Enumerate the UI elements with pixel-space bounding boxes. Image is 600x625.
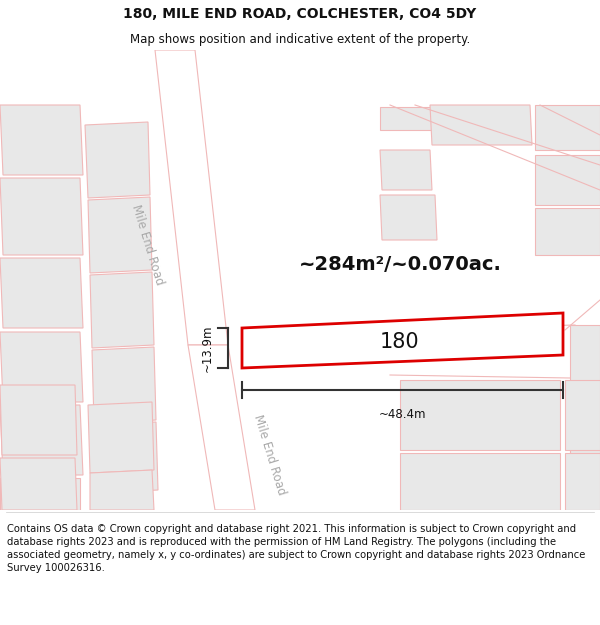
Polygon shape: [0, 385, 77, 455]
Polygon shape: [570, 393, 600, 465]
Polygon shape: [0, 258, 83, 328]
Polygon shape: [400, 453, 560, 510]
Text: ~284m²/~0.070ac.: ~284m²/~0.070ac.: [299, 256, 502, 274]
Polygon shape: [242, 313, 563, 368]
Polygon shape: [535, 105, 600, 150]
Polygon shape: [535, 155, 600, 205]
Polygon shape: [380, 150, 432, 190]
Polygon shape: [88, 402, 154, 473]
Polygon shape: [400, 380, 560, 450]
Text: 180: 180: [380, 332, 420, 352]
Polygon shape: [90, 272, 154, 348]
Polygon shape: [0, 178, 83, 255]
Polygon shape: [88, 197, 152, 273]
Polygon shape: [535, 208, 600, 255]
Text: ~13.9m: ~13.9m: [201, 324, 214, 372]
Polygon shape: [0, 458, 77, 510]
Polygon shape: [570, 325, 600, 390]
Polygon shape: [565, 380, 600, 450]
Polygon shape: [188, 345, 255, 510]
Polygon shape: [565, 453, 600, 510]
Text: ~48.4m: ~48.4m: [379, 408, 426, 421]
Polygon shape: [90, 470, 154, 510]
Polygon shape: [380, 107, 465, 130]
Polygon shape: [0, 478, 80, 510]
Text: Map shows position and indicative extent of the property.: Map shows position and indicative extent…: [130, 32, 470, 46]
Polygon shape: [94, 422, 158, 493]
Polygon shape: [0, 405, 83, 475]
Text: Mile End Road: Mile End Road: [130, 203, 166, 287]
Text: Contains OS data © Crown copyright and database right 2021. This information is : Contains OS data © Crown copyright and d…: [7, 524, 586, 573]
Polygon shape: [92, 347, 156, 423]
Polygon shape: [430, 105, 532, 145]
Polygon shape: [0, 105, 83, 175]
Polygon shape: [155, 50, 228, 345]
Text: 180, MILE END ROAD, COLCHESTER, CO4 5DY: 180, MILE END ROAD, COLCHESTER, CO4 5DY: [124, 6, 476, 21]
Polygon shape: [0, 332, 83, 402]
Text: Mile End Road: Mile End Road: [251, 413, 289, 497]
Polygon shape: [380, 195, 437, 240]
Polygon shape: [85, 122, 150, 198]
